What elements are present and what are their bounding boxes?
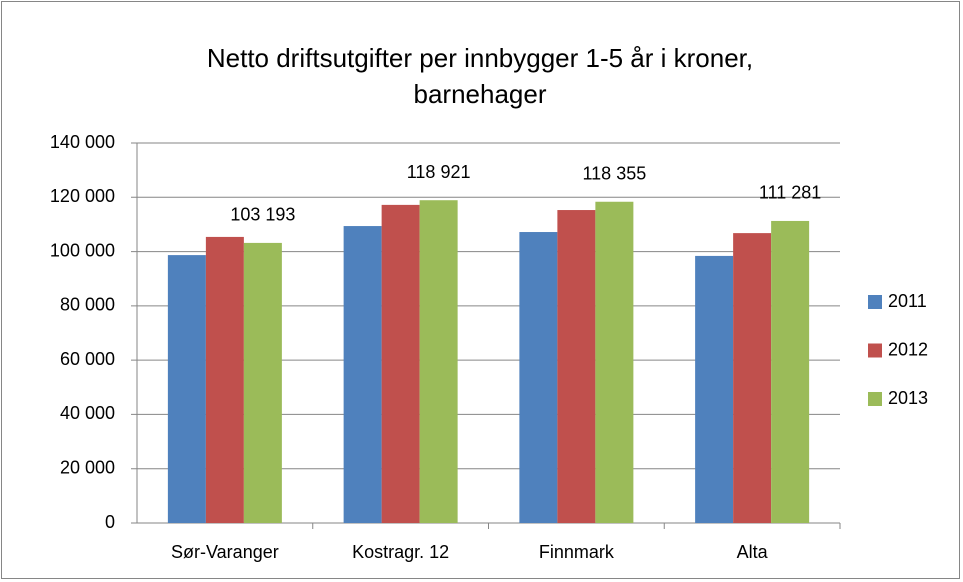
data-label: 111 281 <box>759 183 821 203</box>
y-tick-label: 140 000 <box>50 132 115 152</box>
y-tick-label: 80 000 <box>60 295 115 315</box>
y-tick-label: 20 000 <box>60 457 115 477</box>
x-tick-label: Alta <box>737 542 769 562</box>
legend-swatch <box>868 343 882 358</box>
chart-title: Netto driftsutgifter per innbygger 1-5 å… <box>206 43 754 109</box>
data-label: 118 355 <box>583 164 647 184</box>
bar <box>343 226 382 524</box>
y-tick-label: 100 000 <box>50 240 115 260</box>
legend-label: 2012 <box>888 339 928 359</box>
y-tick-label: 40 000 <box>60 403 115 423</box>
legend-swatch <box>868 295 882 309</box>
bar <box>381 204 420 523</box>
y-tick-label: 120 000 <box>50 186 115 206</box>
bar <box>733 233 772 523</box>
bar <box>419 200 458 524</box>
bar <box>695 255 734 523</box>
legend-label: 2011 <box>888 291 927 311</box>
bar <box>243 242 282 523</box>
y-tick-label: 0 <box>105 512 115 532</box>
bar <box>595 201 634 523</box>
legend-swatch <box>868 392 882 406</box>
x-tick-label: Kostragr. 12 <box>352 542 449 562</box>
bar <box>205 236 244 523</box>
bar <box>519 232 558 523</box>
data-label: 118 921 <box>407 162 471 182</box>
y-tick-label: 60 000 <box>60 349 115 369</box>
x-tick-label: Finnmark <box>539 542 615 562</box>
data-label: 103 193 <box>230 205 295 225</box>
legend-label: 2013 <box>888 388 928 408</box>
bar <box>771 220 810 523</box>
bar <box>167 255 206 523</box>
x-tick-label: Sør-Varanger <box>171 542 279 562</box>
bar <box>557 210 596 524</box>
